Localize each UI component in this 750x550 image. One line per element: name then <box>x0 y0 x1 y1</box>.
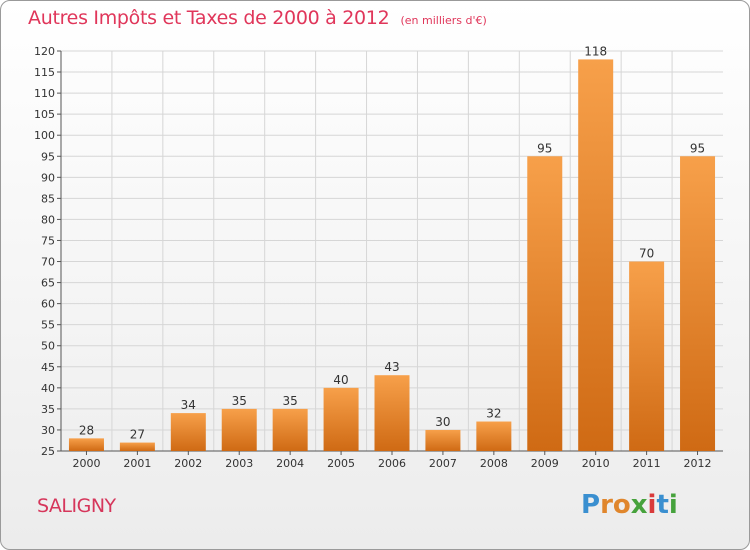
y-tick-label: 50 <box>41 340 55 353</box>
data-label-2001: 27 <box>130 428 145 442</box>
bars <box>68 59 716 451</box>
bar-2008 <box>476 421 512 451</box>
data-label-2010: 118 <box>584 44 607 58</box>
data-label-2003: 35 <box>232 394 247 408</box>
y-tick-label: 90 <box>41 171 55 184</box>
chart-title: Autres Impôts et Taxes de 2000 à 2012 <box>28 7 390 29</box>
bar-2000 <box>68 438 104 451</box>
bar-2004 <box>272 408 308 451</box>
y-tick-label: 35 <box>41 403 55 416</box>
y-tick-label: 85 <box>41 192 55 205</box>
y-tick-label: 115 <box>34 66 55 79</box>
y-tick-label: 60 <box>41 298 55 311</box>
data-label-2004: 35 <box>283 394 298 408</box>
bar-2005 <box>323 387 359 451</box>
data-label-2006: 43 <box>384 360 399 374</box>
y-tick-label: 30 <box>41 424 55 437</box>
y-tick-label: 110 <box>34 87 55 100</box>
x-tick-label-2001: 2001 <box>123 457 151 470</box>
y-tick-label: 100 <box>34 129 55 142</box>
x-tick-label-2000: 2000 <box>72 457 100 470</box>
y-tick-label: 105 <box>34 108 55 121</box>
x-tick-label-2008: 2008 <box>480 457 508 470</box>
data-label-2008: 32 <box>486 407 501 421</box>
bar-2010 <box>578 59 614 451</box>
y-tick-label: 40 <box>41 382 55 395</box>
y-tick-label: 80 <box>41 213 55 226</box>
x-tick-label-2006: 2006 <box>378 457 406 470</box>
data-label-2007: 30 <box>435 415 450 429</box>
bar-2011 <box>629 261 665 451</box>
x-tick-label-2011: 2011 <box>633 457 661 470</box>
y-tick-label: 70 <box>41 256 55 269</box>
bar-2009 <box>527 156 563 451</box>
data-label-2011: 70 <box>639 247 654 261</box>
proxiti-logo: Proxiti <box>581 490 678 520</box>
bar-2001 <box>119 442 155 451</box>
data-label-2005: 40 <box>333 373 348 387</box>
data-labels: 28 27 34 35 35 40 43 30 32 95 118 70 95 <box>79 44 705 441</box>
bar-2002 <box>170 413 206 451</box>
title-row: Autres Impôts et Taxes de 2000 à 2012 (e… <box>28 7 487 29</box>
x-tick-label-2004: 2004 <box>276 457 304 470</box>
y-tick-label: 25 <box>41 445 55 458</box>
bar-2012 <box>680 156 716 451</box>
x-tick-label-2005: 2005 <box>327 457 355 470</box>
y-tick-label: 65 <box>41 277 55 290</box>
y-tick-label: 45 <box>41 361 55 374</box>
bar-2006 <box>374 375 410 451</box>
x-tick-label-2003: 2003 <box>225 457 253 470</box>
data-label-2002: 34 <box>181 398 196 412</box>
y-tick-label: 55 <box>41 319 55 332</box>
y-tick-label: 95 <box>41 150 55 163</box>
axes: 25 30 35 40 45 50 55 60 65 70 75 80 85 90 95 100 105 110 1… <box>34 45 723 470</box>
y-tick-label: 120 <box>34 45 55 58</box>
x-tick-label-2009: 2009 <box>531 457 559 470</box>
commune-name: SALIGNY <box>37 495 116 517</box>
bar-2007 <box>425 429 461 451</box>
x-tick-label-2012: 2012 <box>684 457 712 470</box>
x-tick-label-2007: 2007 <box>429 457 457 470</box>
data-label-2000: 28 <box>79 423 94 437</box>
x-tick-label-2010: 2010 <box>582 457 610 470</box>
bar-2003 <box>221 408 257 451</box>
y-tick-label: 75 <box>41 234 55 247</box>
chart-subtitle: (en milliers d'€) <box>400 14 487 27</box>
x-tick-label-2002: 2002 <box>174 457 202 470</box>
data-label-2009: 95 <box>537 141 552 155</box>
data-label-2012: 95 <box>690 141 705 155</box>
